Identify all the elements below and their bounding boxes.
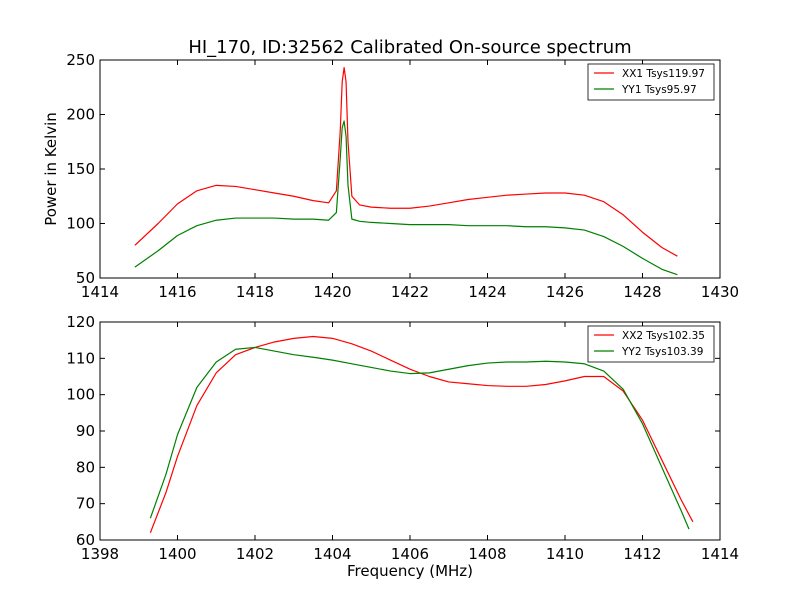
top-panel: HI_170, ID:32562 Calibrated On-source sp… — [42, 37, 739, 301]
bottom-x-tick-label: 1410 — [546, 545, 584, 563]
bottom-legend-label-xx2: XX2 Tsys102.35 — [622, 330, 705, 342]
bottom-legend: XX2 Tsys102.35 YY2 Tsys103.39 — [587, 325, 715, 363]
top-x-tick-label: 1416 — [158, 283, 196, 301]
bottom-y-tick-label: 90 — [76, 422, 95, 440]
bottom-x-tick-label: 1406 — [391, 545, 429, 563]
top-x-tick-label: 1426 — [546, 283, 584, 301]
top-series-line-0 — [134, 67, 678, 257]
bottom-y-tick-label: 60 — [76, 531, 95, 549]
bottom-y-tick-label: 120 — [66, 313, 95, 331]
bottom-legend-label-yy2: YY2 Tsys103.39 — [621, 346, 703, 358]
top-legend-label-xx1: XX1 Tsys119.97 — [622, 68, 705, 80]
bottom-legend-box — [587, 325, 715, 363]
top-y-axis-label: Power in Kelvin — [42, 112, 60, 226]
top-x-tick-label: 1428 — [623, 283, 661, 301]
top-x-tick-label: 1430 — [701, 283, 739, 301]
top-series-line-1 — [134, 120, 678, 276]
bottom-ticks: 1398 1400 1402 1404 1406 1408 1410 1412 1414 60 70… — [66, 313, 739, 563]
top-series-group — [134, 67, 678, 276]
bottom-x-tick-label: 1412 — [623, 545, 661, 563]
top-chart-title: HI_170, ID:32562 Calibrated On-source sp… — [188, 37, 631, 58]
top-y-tick-label: 50 — [76, 269, 95, 287]
bottom-x-tick-label: 1404 — [313, 545, 351, 563]
bottom-panel: Frequency (MHz) 1398 1400 1402 1404 1406 1408… — [66, 313, 739, 580]
bottom-x-axis-label: Frequency (MHz) — [347, 562, 473, 580]
bottom-series-line-1 — [149, 346, 690, 530]
bottom-x-tick-label: 1400 — [158, 545, 196, 563]
top-x-tick-label: 1414 — [81, 283, 119, 301]
bottom-series-group — [149, 335, 694, 533]
top-ticks: 1414 1416 1418 1420 1422 1424 1426 1428 1430 50 10… — [66, 51, 739, 301]
bottom-x-tick-label: 1398 — [81, 545, 119, 563]
top-y-tick-label: 150 — [66, 160, 95, 178]
top-legend-box — [587, 63, 715, 101]
bottom-y-tick-label: 80 — [76, 458, 95, 476]
bottom-x-tick-label: 1408 — [468, 545, 506, 563]
top-legend: XX1 Tsys119.97 YY1 Tsys95.97 — [587, 63, 715, 101]
top-y-tick-label: 200 — [66, 106, 95, 124]
top-x-tick-label: 1424 — [468, 283, 506, 301]
top-y-tick-label: 100 — [66, 215, 95, 233]
top-y-tick-label: 250 — [66, 51, 95, 69]
bottom-x-tick-label: 1402 — [236, 545, 274, 563]
bottom-x-tick-label: 1414 — [701, 545, 739, 563]
top-x-tick-label: 1420 — [313, 283, 351, 301]
top-x-tick-label: 1422 — [391, 283, 429, 301]
bottom-y-tick-label: 70 — [76, 495, 95, 513]
bottom-y-tick-label: 100 — [66, 386, 95, 404]
top-legend-label-yy1: YY1 Tsys95.97 — [621, 84, 697, 96]
top-x-tick-label: 1418 — [236, 283, 274, 301]
bottom-y-tick-label: 110 — [66, 349, 95, 367]
